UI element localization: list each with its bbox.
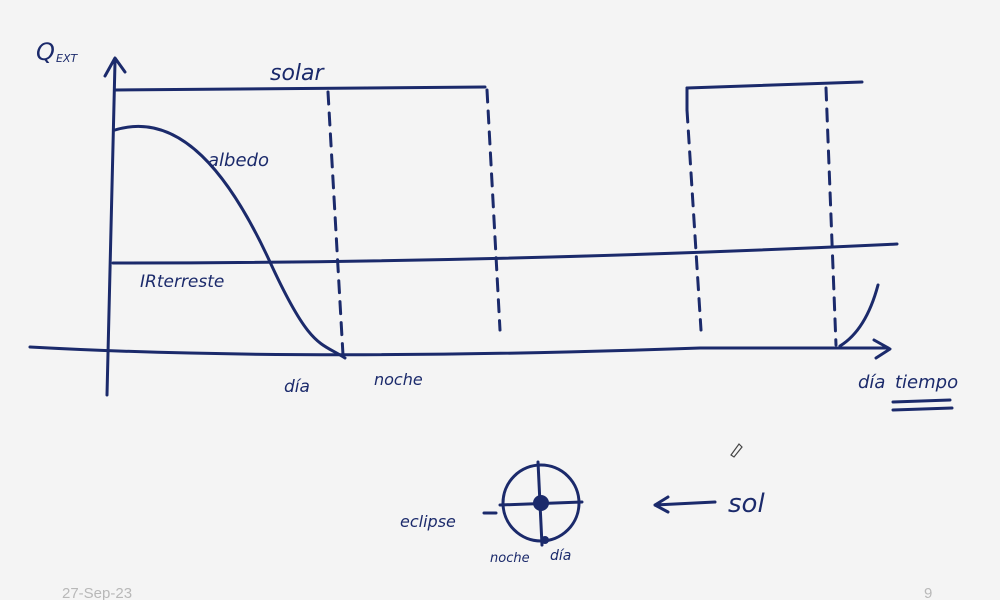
footer-date: 27-Sep-23 — [62, 585, 132, 600]
albedo-label: albedo — [208, 150, 269, 171]
albedo-curve — [838, 283, 880, 348]
x-label: tiempo — [895, 372, 958, 393]
x-arrow — [872, 338, 892, 360]
position — [541, 536, 549, 544]
y-axis — [105, 60, 117, 397]
sun-arrow — [653, 495, 717, 514]
y-label-sub: EXT — [56, 52, 78, 65]
orbit-label: día — [550, 548, 571, 564]
day-night-line — [824, 86, 838, 347]
eclipse-line — [485, 88, 502, 332]
sun-label: sol — [728, 489, 765, 519]
x-mark: día — [858, 372, 885, 393]
y-arrow — [103, 56, 127, 78]
x-mark: día — [284, 377, 310, 397]
ir-label: IRterreste — [140, 272, 224, 292]
eclipse-line — [685, 108, 703, 332]
earth — [533, 495, 549, 511]
ir-line — [111, 242, 899, 265]
orbit-label: noche — [490, 551, 530, 566]
underline — [891, 398, 954, 412]
x-axis — [28, 345, 890, 357]
day-night-line — [326, 90, 345, 357]
y-label: Q — [36, 38, 55, 66]
albedo-curve — [113, 124, 347, 360]
solar-line — [685, 80, 864, 90]
x-mark: noche — [374, 370, 423, 389]
pen-cursor — [730, 443, 743, 458]
orbit-label: eclipse — [400, 512, 456, 531]
footer-page: 9 — [924, 585, 932, 600]
solar-line — [113, 85, 487, 92]
solar-label: solar — [270, 61, 326, 86]
